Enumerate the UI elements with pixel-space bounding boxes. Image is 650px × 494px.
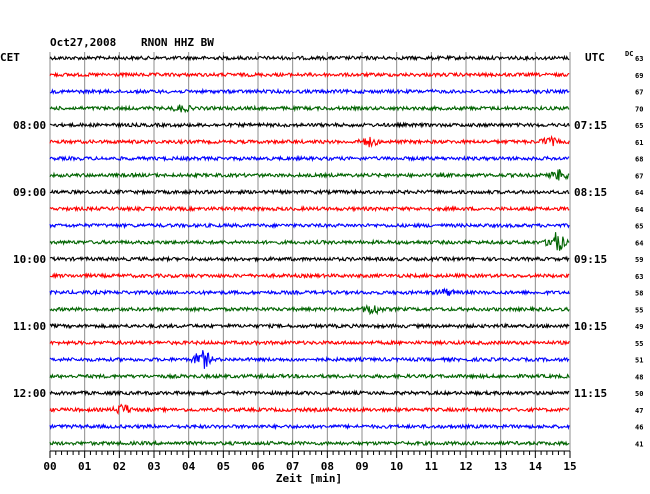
x-tick-label: 11 <box>425 460 439 473</box>
dc-value: 67 <box>635 172 643 180</box>
date-label: Oct27,2008 <box>50 36 116 49</box>
dc-label: DC <box>625 50 633 58</box>
dc-value: 59 <box>635 256 643 264</box>
trace-6 <box>49 134 570 148</box>
x-tick-label: 04 <box>182 460 196 473</box>
dc-value: 65 <box>635 122 643 130</box>
x-tick-label: 15 <box>563 460 576 473</box>
dc-value: 64 <box>635 189 643 197</box>
x-tick-label: 02 <box>113 460 126 473</box>
utc-hour-label: 07:15 <box>574 119 607 132</box>
x-tick-label: 08 <box>321 460 334 473</box>
cet-hour-label: 11:00 <box>13 320 46 333</box>
dc-value: 47 <box>635 407 643 415</box>
trace-13 <box>49 255 570 263</box>
dc-value: 50 <box>635 390 643 398</box>
trace-20 <box>49 372 570 381</box>
dc-value: 51 <box>635 357 643 365</box>
dc-value: 48 <box>635 373 643 381</box>
trace-21 <box>49 389 570 397</box>
dc-value: 65 <box>635 223 643 231</box>
x-tick-label: 05 <box>217 460 230 473</box>
dc-value: 49 <box>635 323 643 331</box>
dc-value: 55 <box>635 306 643 314</box>
cet-hour-label: 09:00 <box>13 186 46 199</box>
utc-hour-label: 11:15 <box>574 387 607 400</box>
utc-hour-label: 10:15 <box>574 320 607 333</box>
x-tick-label: 12 <box>459 460 472 473</box>
trace-9 <box>49 188 570 196</box>
x-axis: 00 01 02 03 04 05 06 07 08 09 10 11 12 13 14 15 <box>43 450 577 473</box>
x-tick-label: 09 <box>355 460 368 473</box>
x-tick-label: 07 <box>286 460 299 473</box>
trace-16 <box>49 304 570 316</box>
station-label: RNON HHZ BW <box>141 36 214 49</box>
trace-5 <box>49 121 570 129</box>
dc-value: 55 <box>635 340 643 348</box>
x-tick-label: 01 <box>78 460 92 473</box>
utc-hour-label: 08:15 <box>574 186 607 199</box>
dc-value: 46 <box>635 424 643 432</box>
utc-label: UTC <box>585 51 605 64</box>
trace-15 <box>49 287 570 297</box>
dc-value: 58 <box>635 290 643 298</box>
seismic-traces <box>49 54 570 447</box>
hour-labels: 08:00 09:00 10:00 11:00 12:00 07:15 08:15 09:15… <box>13 55 643 448</box>
trace-18 <box>49 339 570 347</box>
x-tick-label: 13 <box>494 460 507 473</box>
x-tick-label: 06 <box>251 460 265 473</box>
dc-value: 64 <box>635 239 643 247</box>
trace-24 <box>49 439 570 447</box>
dc-value: 61 <box>635 139 643 147</box>
dc-value: 68 <box>635 156 643 164</box>
cet-hour-label: 12:00 <box>13 387 46 400</box>
utc-hour-label: 09:15 <box>574 253 607 266</box>
dc-value: 64 <box>635 206 643 214</box>
trace-23 <box>49 422 570 431</box>
cet-hour-label: 08:00 <box>13 119 46 132</box>
trace-8 <box>49 169 570 181</box>
trace-3 <box>49 87 570 96</box>
cet-hour-label: 10:00 <box>13 253 46 266</box>
dc-value: 63 <box>635 273 643 281</box>
dc-value: 70 <box>635 105 643 113</box>
trace-19 <box>49 350 570 369</box>
trace-10 <box>49 205 570 213</box>
dc-value: 67 <box>635 89 643 97</box>
trace-17 <box>49 322 570 330</box>
x-tick-label: 14 <box>529 460 543 473</box>
trace-14 <box>49 272 570 280</box>
trace-7 <box>49 154 570 163</box>
x-tick-label: 00 <box>43 460 56 473</box>
trace-2 <box>49 71 570 79</box>
x-tick-label: 10 <box>390 460 403 473</box>
trace-22 <box>49 403 570 416</box>
dc-value: 63 <box>635 55 643 63</box>
trace-11 <box>49 222 570 230</box>
x-tick-label: 03 <box>147 460 160 473</box>
trace-1 <box>49 54 570 62</box>
trace-12 <box>49 232 570 251</box>
cet-label: CET <box>0 51 20 64</box>
dc-value: 41 <box>635 440 643 448</box>
minute-gridlines <box>49 52 571 451</box>
trace-4 <box>49 104 570 114</box>
dc-value: 69 <box>635 72 643 80</box>
x-axis-title: Zeit [min] <box>276 472 342 485</box>
